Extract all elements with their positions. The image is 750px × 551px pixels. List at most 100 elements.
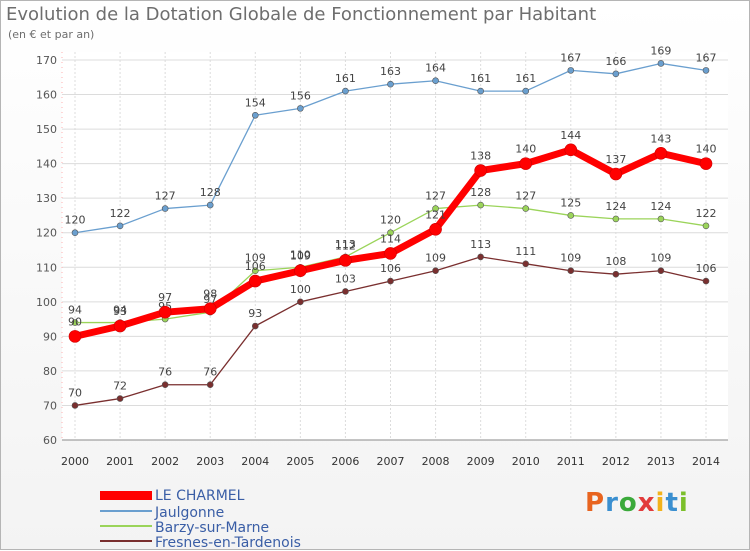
y-tick-label: 60 — [43, 434, 57, 447]
data-point — [612, 215, 620, 223]
data-point — [567, 267, 575, 275]
data-label: 97 — [158, 291, 172, 304]
logo-letter: x — [637, 488, 656, 518]
x-tick-label: 2014 — [692, 455, 720, 468]
data-label: 111 — [515, 245, 536, 258]
data-point — [474, 164, 487, 177]
data-point — [522, 87, 530, 95]
data-label: 106 — [696, 262, 717, 275]
data-point — [657, 267, 665, 275]
data-label: 109 — [650, 252, 671, 265]
data-label: 109 — [290, 250, 311, 263]
data-label: 100 — [290, 283, 311, 296]
chart-subtitle: (en € et par an) — [8, 28, 95, 41]
data-label: 113 — [335, 238, 356, 251]
data-point — [68, 330, 82, 343]
data-label: 76 — [203, 366, 217, 379]
data-label: 70 — [68, 386, 82, 399]
data-point — [251, 111, 259, 119]
data-point — [657, 215, 665, 223]
data-label: 112 — [335, 239, 356, 252]
y-tick-label: 170 — [36, 54, 57, 67]
x-tick-label: 2011 — [557, 455, 585, 468]
data-point — [432, 205, 439, 212]
data-point — [432, 267, 439, 275]
x-tick-label: 2000 — [61, 455, 89, 468]
data-point — [387, 229, 394, 237]
data-label: 138 — [470, 150, 491, 163]
y-tick-label: 100 — [36, 296, 57, 309]
data-label: 109 — [425, 252, 446, 265]
data-label: 154 — [245, 96, 266, 109]
data-label: 94 — [113, 304, 127, 317]
data-label: 161 — [515, 72, 536, 85]
x-tick-label: 2008 — [422, 455, 450, 468]
logo-letter: P — [585, 488, 606, 518]
legend-label: Fresnes-en-Tardenois — [155, 535, 301, 551]
data-label: 169 — [650, 44, 671, 57]
data-point — [609, 167, 623, 181]
data-label: 143 — [650, 132, 671, 145]
data-point — [699, 157, 713, 170]
legend-swatch — [100, 525, 152, 527]
y-tick-label: 130 — [36, 192, 57, 205]
data-label: 122 — [696, 207, 717, 220]
data-label: 167 — [696, 51, 717, 64]
proxiti-logo: Proxiti — [585, 488, 689, 518]
data-point — [387, 80, 394, 88]
data-label: 140 — [515, 143, 536, 156]
data-label: 161 — [470, 72, 491, 85]
logo-letter: r — [605, 488, 619, 518]
data-point — [567, 67, 575, 74]
data-point — [477, 253, 484, 261]
logo-letter: t — [665, 488, 679, 518]
data-point — [116, 222, 124, 230]
data-point — [113, 319, 127, 333]
data-point — [251, 322, 259, 330]
data-point — [158, 305, 172, 319]
data-label: 93 — [248, 307, 262, 320]
x-tick-label: 2004 — [241, 455, 269, 468]
data-label: 106 — [245, 260, 266, 273]
data-point — [297, 105, 304, 112]
data-point — [477, 87, 484, 95]
data-point — [432, 77, 439, 85]
data-label: 120 — [65, 214, 86, 227]
x-tick-label: 2001 — [106, 455, 134, 468]
data-point — [342, 288, 349, 295]
x-tick-label: 2007 — [377, 455, 405, 468]
data-label: 164 — [425, 62, 446, 75]
data-label: 140 — [696, 143, 717, 156]
data-label: 128 — [200, 186, 221, 199]
data-label: 166 — [605, 55, 626, 68]
data-point — [203, 302, 217, 316]
data-point — [387, 277, 394, 285]
y-tick-label: 70 — [43, 399, 57, 412]
plot-area — [62, 52, 728, 440]
legend-swatch — [100, 510, 152, 512]
legend-label: Jaulgonne — [155, 505, 225, 521]
data-label: 110 — [290, 248, 311, 261]
data-point — [564, 143, 578, 157]
data-label: 109 — [560, 252, 581, 265]
data-point — [567, 212, 575, 219]
data-label: 94 — [68, 304, 82, 317]
data-point — [294, 264, 307, 278]
data-label: 122 — [110, 207, 131, 220]
data-label: 127 — [155, 190, 176, 203]
data-label: 167 — [560, 51, 581, 64]
data-point — [522, 205, 530, 212]
logo-letter: i — [655, 488, 666, 518]
data-label: 124 — [605, 200, 626, 213]
data-label: 124 — [650, 200, 671, 213]
data-point — [206, 381, 214, 389]
data-label: 120 — [380, 214, 401, 227]
data-label: 121 — [425, 208, 446, 221]
x-tick-label: 2002 — [151, 455, 179, 468]
data-point — [161, 205, 169, 212]
data-point — [339, 254, 352, 267]
data-point — [429, 222, 442, 236]
x-tick-label: 2006 — [331, 455, 359, 468]
x-tick-label: 2010 — [512, 455, 540, 468]
y-tick-label: 90 — [43, 330, 57, 343]
